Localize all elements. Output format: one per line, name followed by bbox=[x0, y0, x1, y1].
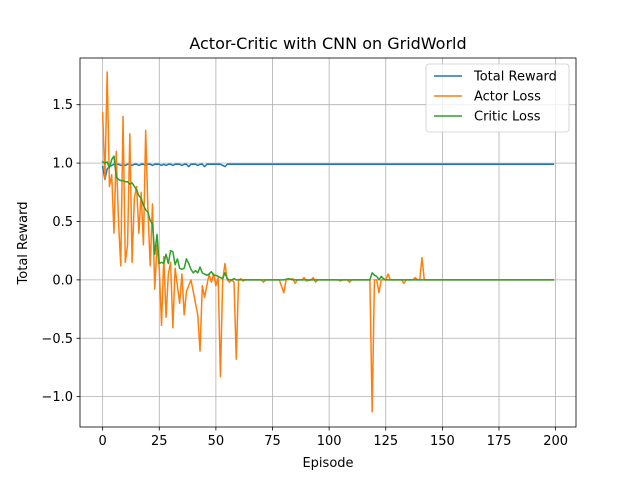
series-lines bbox=[101, 71, 555, 413]
x-axis-label: Episode bbox=[302, 456, 353, 471]
total-reward-line bbox=[101, 163, 555, 181]
x-axis-ticks: 0 25 50 75 100 125 150 175 200 bbox=[99, 427, 568, 449]
legend-label-total-reward: Total Reward bbox=[473, 70, 557, 85]
x-tick-label: 50 bbox=[208, 434, 225, 449]
actor-loss-line bbox=[101, 71, 555, 413]
y-tick-label: −0.5 bbox=[41, 332, 73, 347]
x-tick-label: 125 bbox=[373, 434, 398, 449]
y-axis-label: Total Reward bbox=[16, 202, 31, 286]
legend-label-actor-loss: Actor Loss bbox=[474, 90, 541, 105]
chart-title: Actor-Critic with CNN on GridWorld bbox=[189, 34, 466, 53]
y-tick-label: −1.0 bbox=[41, 390, 73, 405]
legend: Total Reward Actor Loss Critic Loss bbox=[425, 63, 570, 133]
x-tick-label: 200 bbox=[543, 434, 568, 449]
y-tick-label: 1.5 bbox=[52, 98, 73, 113]
critic-loss-line bbox=[101, 155, 555, 281]
y-axis-ticks: −1.0 −0.5 0.0 0.5 1.0 1.5 bbox=[41, 98, 80, 405]
x-tick-label: 25 bbox=[151, 434, 168, 449]
x-tick-label: 0 bbox=[99, 434, 107, 449]
y-tick-label: 1.0 bbox=[52, 157, 73, 172]
legend-box bbox=[425, 63, 570, 133]
y-tick-label: 0.0 bbox=[52, 273, 73, 288]
x-tick-label: 75 bbox=[264, 434, 281, 449]
legend-label-critic-loss: Critic Loss bbox=[474, 110, 541, 125]
y-tick-label: 0.5 bbox=[52, 215, 73, 230]
x-tick-label: 150 bbox=[430, 434, 455, 449]
axes-frame bbox=[79, 57, 577, 428]
x-tick-label: 175 bbox=[487, 434, 512, 449]
x-tick-label: 100 bbox=[317, 434, 342, 449]
